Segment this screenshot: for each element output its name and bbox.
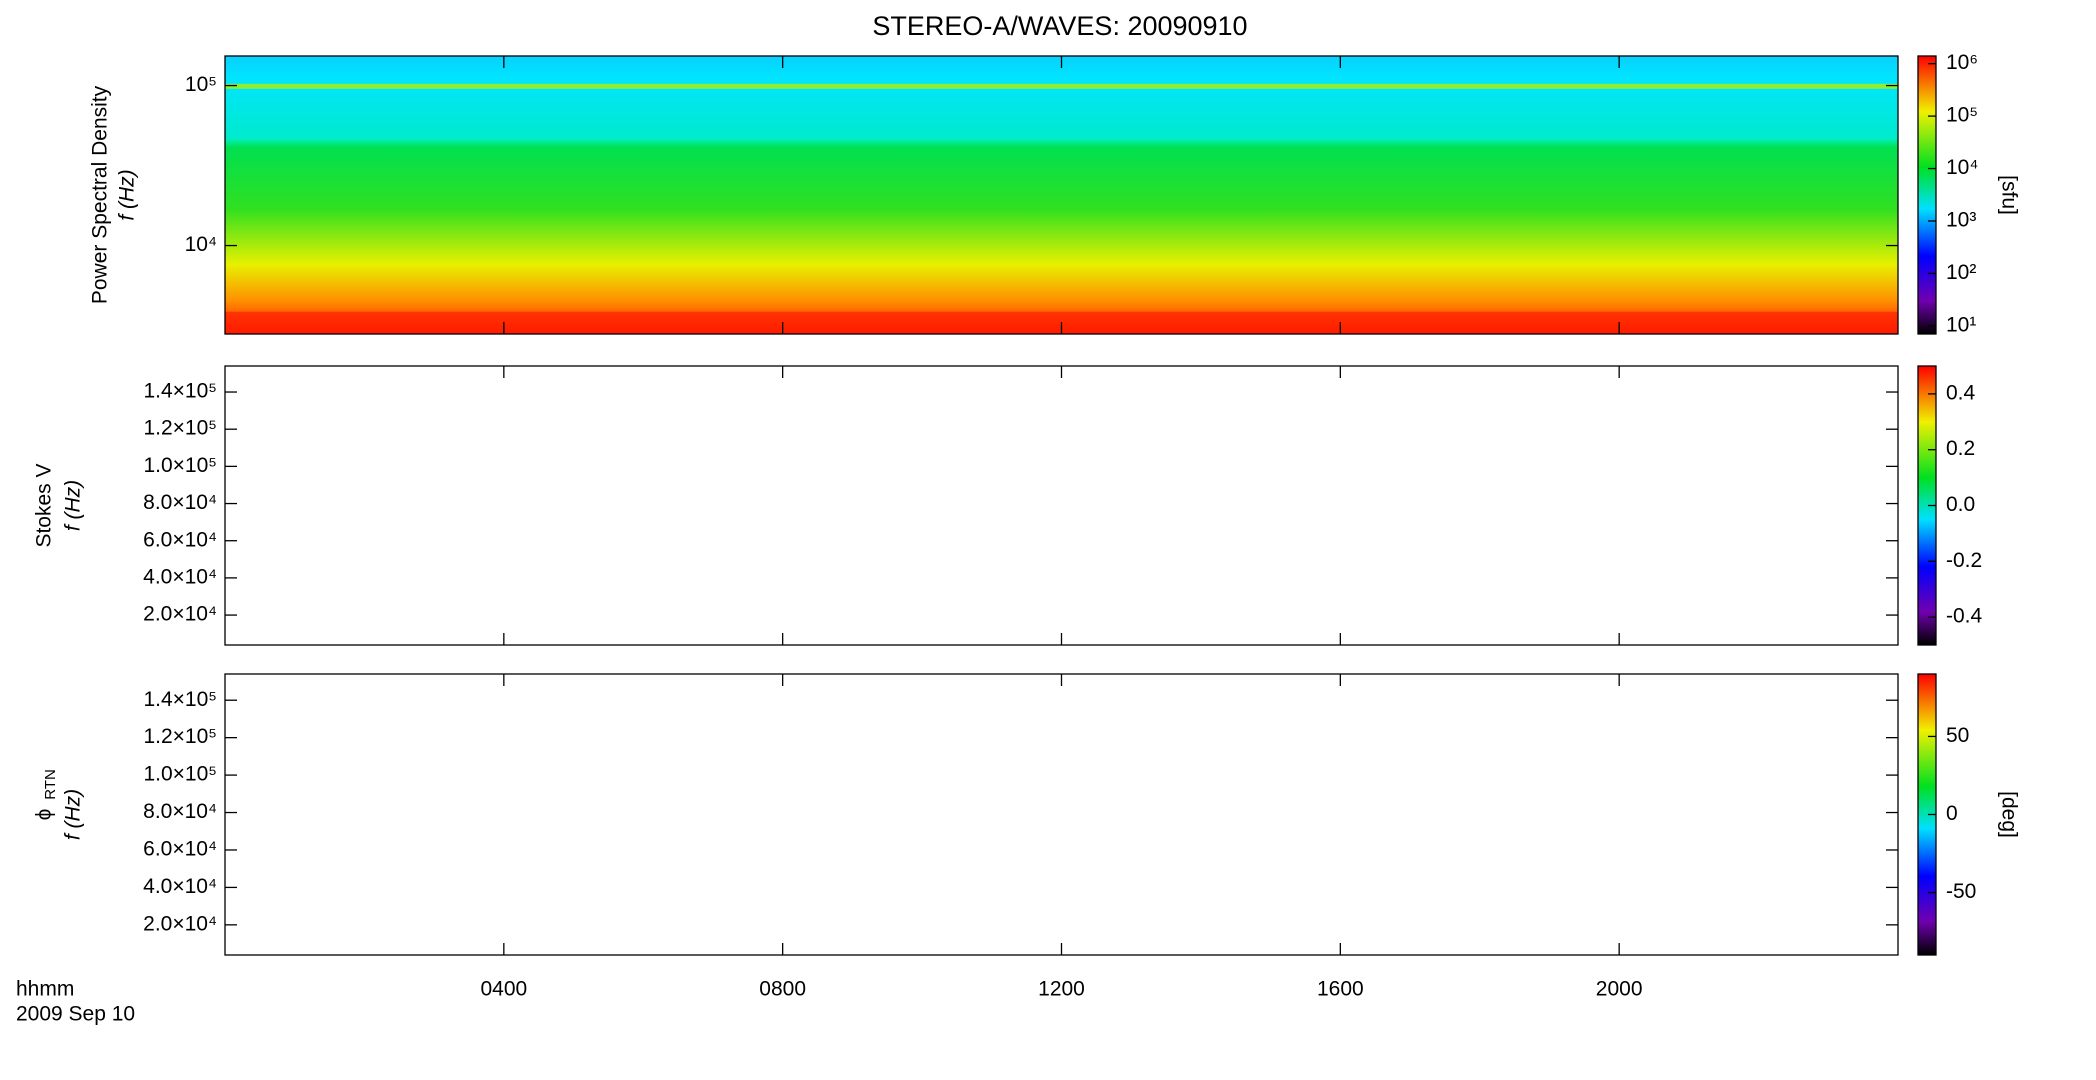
- spectrogram-band: [225, 56, 1898, 140]
- y-tick-label: 1.0×10⁵: [143, 454, 217, 477]
- y-tick-label: 2.0×10⁴: [143, 603, 217, 626]
- y-tick-label: 1.4×10⁵: [143, 688, 217, 711]
- y-tick-label: 4.0×10⁴: [143, 565, 217, 588]
- plot-frame: [224, 673, 1899, 956]
- y-axis-label: f (Hz): [62, 480, 85, 531]
- y-tick-label: 4.0×10⁴: [143, 875, 217, 898]
- colorbar-tick-label: -0.2: [1946, 549, 1982, 572]
- y-axis-label: Power Spectral Density: [89, 85, 112, 304]
- date-label: 2009 Sep 10: [16, 1003, 135, 1026]
- colorbar-tick-label: -0.4: [1946, 605, 1983, 628]
- x-axis-label: hhmm: [16, 978, 74, 1001]
- colorbar-tick-label: -50: [1946, 880, 1976, 903]
- y-tick-label: 6.0×10⁴: [143, 528, 217, 551]
- y-tick-label: 2.0×10⁴: [143, 912, 217, 935]
- colorbar: [1917, 55, 1937, 335]
- y-axis-label: f (Hz): [62, 789, 85, 840]
- y-tick-label: 10⁵: [185, 73, 217, 96]
- colorbar-tick-label: 10⁵: [1946, 104, 1978, 127]
- x-tick-label: 0400: [480, 978, 527, 1001]
- y-tick-label: 10⁴: [185, 233, 217, 256]
- plot-frame: [224, 365, 1899, 646]
- x-tick-label: 1600: [1317, 978, 1364, 1001]
- colorbar-tick-label: 0.2: [1946, 437, 1975, 460]
- y-axis-label: Stokes V: [33, 463, 56, 547]
- colorbar-tick-label: 10²: [1946, 261, 1976, 284]
- x-tick-label: 1200: [1038, 978, 1085, 1001]
- colorbar-tick-label: 50: [1946, 724, 1969, 747]
- spectrogram: [225, 56, 1898, 334]
- colorbar-tick-label: 0: [1946, 802, 1958, 825]
- y-axis-label: ϕ: [33, 809, 56, 821]
- y-tick-label: 6.0×10⁴: [143, 838, 217, 861]
- chart-title: STEREO-A/WAVES: 20090910: [872, 11, 1247, 41]
- y-tick-label: 1.0×10⁵: [143, 763, 217, 786]
- y-tick-label: 8.0×10⁴: [143, 800, 217, 823]
- y-axis-label: f (Hz): [116, 169, 139, 220]
- colorbar-tick-label: 10⁴: [1946, 156, 1978, 179]
- colorbar-tick-label: 10¹: [1946, 313, 1976, 336]
- colorbar-tick-label: 10³: [1946, 209, 1976, 232]
- spectrogram-line: [225, 83, 1898, 89]
- colorbar-tick-label: 0.4: [1946, 381, 1976, 404]
- colorbar-tick-label: 0.0: [1946, 493, 1975, 516]
- colorbar-label: [deg]: [1997, 791, 2020, 838]
- y-tick-label: 1.2×10⁵: [143, 417, 217, 440]
- colorbar-label: [sfu]: [1997, 175, 2020, 215]
- y-tick-label: 1.4×10⁵: [143, 380, 217, 403]
- y-axis-label-subscript: RTN: [42, 769, 59, 800]
- colorbar-tick-label: 10⁶: [1946, 51, 1978, 74]
- y-tick-label: 1.2×10⁵: [143, 725, 217, 748]
- y-tick-label: 8.0×10⁴: [143, 491, 217, 514]
- x-tick-label: 0800: [759, 978, 806, 1001]
- x-tick-label: 2000: [1596, 978, 1643, 1001]
